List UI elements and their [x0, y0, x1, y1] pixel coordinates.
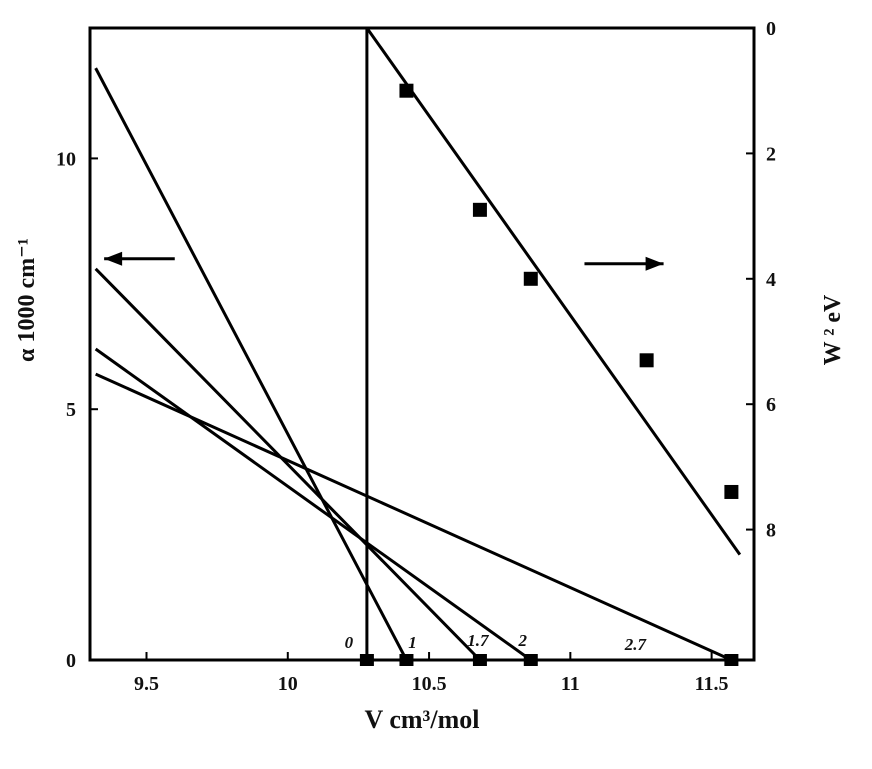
y-right-axis-ticks: 0 2 4 6 8: [746, 18, 776, 542]
x-tick-label: 11.5: [695, 673, 729, 695]
alpha-marker: [523, 654, 538, 666]
alpha-line-1: [94, 67, 408, 661]
alpha-line-labels: 0 1 1.7 2 2.7: [345, 631, 648, 654]
y-right-tick-label: 8: [766, 520, 776, 542]
y-right-tick-label: 2: [766, 143, 776, 165]
alpha-line-label: 1: [408, 633, 417, 652]
y-right-tick-label: 0: [766, 18, 776, 40]
w2-fit-line: [365, 27, 742, 556]
w2-point: [639, 353, 654, 368]
w2-points: [399, 83, 739, 499]
alpha-marker: [399, 654, 414, 666]
alpha-line-label: 1.7: [467, 631, 490, 650]
right-arrow-head: [645, 256, 664, 271]
x-axis-ticks: 9.5 10 10.5 11 11.5: [134, 652, 729, 695]
x-tick-label: 10: [278, 673, 298, 695]
y-left-tick-label: 10: [56, 148, 76, 170]
x-tick-label: 10.5: [412, 673, 447, 695]
alpha-markers: [359, 654, 739, 666]
left-arrow-head: [104, 251, 123, 266]
y-left-axis-ticks: 0 5 10: [56, 148, 98, 672]
y-right-axis-label: W ² eV: [820, 294, 846, 365]
alpha-marker: [724, 654, 739, 666]
y-right-tick-label: 4: [766, 269, 776, 291]
w2-point: [523, 271, 538, 286]
x-tick-label: 9.5: [134, 673, 159, 695]
alpha-line-label: 2: [518, 631, 528, 650]
y-left-tick-label: 0: [66, 650, 76, 672]
axis-arrows: [104, 251, 664, 271]
alpha-line-2: [94, 267, 481, 662]
w2-fit-line-segment: [365, 27, 742, 556]
alpha-line-label: 2.7: [624, 635, 648, 654]
alpha-line-4: [95, 372, 733, 662]
y-left-tick-label: 5: [66, 399, 76, 421]
alpha-marker: [472, 654, 487, 666]
y-left-axis-label: α 1000 cm⁻¹: [14, 238, 40, 362]
alpha-line-label: 0: [345, 633, 354, 652]
alpha-lines: [94, 28, 733, 662]
plot-frame: [88, 26, 756, 662]
alpha-line-3: [94, 347, 532, 662]
x-axis-label: V cm³/mol: [365, 705, 480, 734]
alpha-marker: [359, 654, 374, 666]
w2-point: [472, 202, 487, 217]
y-right-tick-label: 6: [766, 394, 776, 416]
w2-point: [399, 83, 414, 98]
x-tick-label: 11: [561, 673, 580, 695]
w2-point: [724, 484, 739, 499]
